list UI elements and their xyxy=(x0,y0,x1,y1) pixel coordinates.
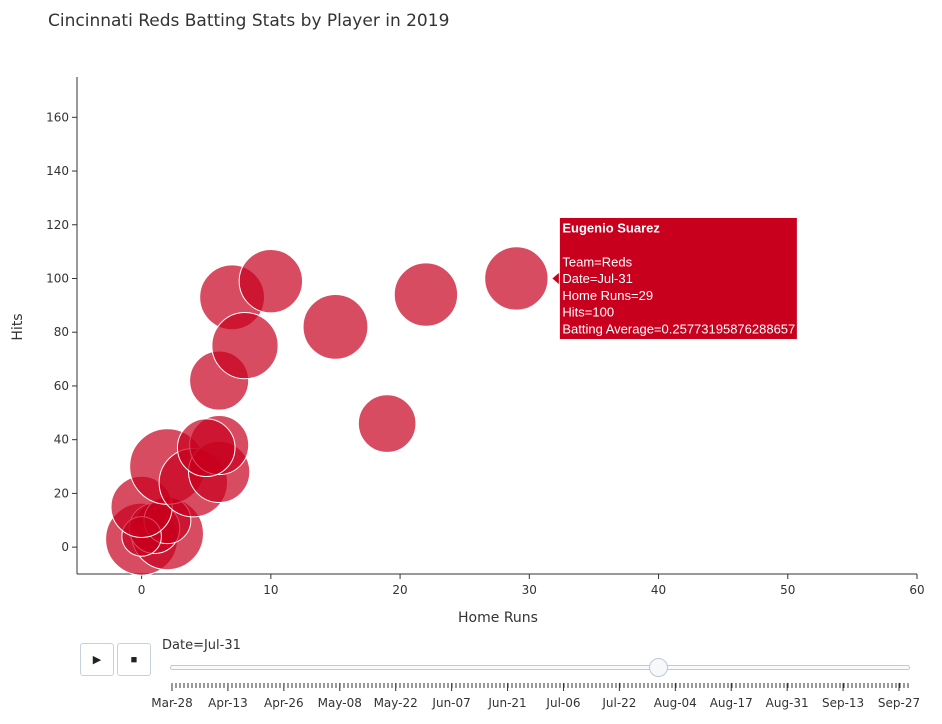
x-axis: 0 10 20 30 40 50 60 xyxy=(77,573,925,597)
x-tick-label: 0 xyxy=(138,583,146,597)
y-tick-label: 60 xyxy=(54,379,69,393)
bubble-layer xyxy=(105,246,549,576)
data-point[interactable] xyxy=(238,248,304,314)
data-point[interactable] xyxy=(176,418,236,478)
y-axis: 0 20 40 60 80 100 120 140 160 xyxy=(46,77,78,574)
y-tick-label: 160 xyxy=(46,110,69,124)
slider-date-label[interactable]: Apr-13 xyxy=(208,696,248,710)
y-tick-label: 100 xyxy=(46,271,69,285)
tooltip-player-name: Eugenio Suarez xyxy=(562,220,660,235)
x-tick-label: 60 xyxy=(909,583,924,597)
y-tick-label: 120 xyxy=(46,218,69,232)
y-axis-title: Hits xyxy=(10,313,26,340)
date-slider-rail[interactable] xyxy=(170,665,910,670)
y-tick-label: 140 xyxy=(46,164,69,178)
tooltip-line: Team=Reds xyxy=(562,254,632,269)
tooltip-box xyxy=(558,216,798,340)
slider-date-label[interactable]: Mar-28 xyxy=(151,696,192,710)
data-point[interactable] xyxy=(393,262,459,327)
slider-date-label[interactable]: Jun-21 xyxy=(487,696,526,710)
x-tick-label: 10 xyxy=(263,583,278,597)
x-tick-label: 20 xyxy=(392,583,407,597)
tooltip-line: Date=Jul-31 xyxy=(562,271,632,286)
y-tick-label: 0 xyxy=(61,540,69,554)
x-tick-label: 40 xyxy=(651,583,666,597)
x-tick-label: 30 xyxy=(522,583,537,597)
slider-date-label[interactable]: Sep-27 xyxy=(878,696,920,710)
y-tick-label: 80 xyxy=(54,325,69,339)
scatter-chart: 0 20 40 60 80 100 120 140 160 0 10 20 30 40 50 60 Euge… xyxy=(10,77,925,626)
x-tick-label: 50 xyxy=(780,583,795,597)
date-slider-knob[interactable] xyxy=(648,658,668,677)
slider-date-label[interactable]: Jul-06 xyxy=(545,696,580,710)
slider-date-label[interactable]: Sep-13 xyxy=(822,696,864,710)
slider-current-value: Date=Jul-31 xyxy=(162,638,241,653)
slider-date-label[interactable]: May-22 xyxy=(374,696,418,710)
play-button[interactable]: ▶ xyxy=(80,643,114,676)
data-point[interactable] xyxy=(302,293,369,360)
data-point[interactable] xyxy=(357,394,417,453)
slider-ticks: Mar-28 Apr-13 Apr-26 May-08 May-22 Jun-07 Jun-… xyxy=(151,683,920,710)
slider-date-label[interactable]: Jul-22 xyxy=(601,696,636,710)
tooltip-line: Batting Average=0.25773195876288657 xyxy=(562,321,795,336)
slider-date-label[interactable]: May-08 xyxy=(318,696,362,710)
y-tick-label: 20 xyxy=(54,486,69,500)
x-axis-title: Home Runs xyxy=(458,610,538,626)
slider-date-label[interactable]: Apr-26 xyxy=(264,696,304,710)
hover-tooltip: Eugenio Suarez Team=Reds Date=Jul-31 Home R… xyxy=(552,216,798,340)
data-point[interactable] xyxy=(211,312,279,380)
stop-button[interactable]: ■ xyxy=(117,643,151,676)
slider-date-label[interactable]: Aug-17 xyxy=(710,696,753,710)
y-tick-label: 40 xyxy=(54,433,69,447)
tooltip-line: Hits=100 xyxy=(562,305,614,320)
slider-date-label[interactable]: Aug-04 xyxy=(654,696,697,710)
tooltip-pointer xyxy=(552,272,560,285)
chart-title: Cincinnati Reds Batting Stats by Player … xyxy=(48,11,450,31)
tooltip-line: Home Runs=29 xyxy=(562,288,653,303)
data-point[interactable] xyxy=(484,246,549,311)
slider-date-label[interactable]: Jun-07 xyxy=(431,696,470,710)
slider-date-label[interactable]: Aug-31 xyxy=(766,696,809,710)
